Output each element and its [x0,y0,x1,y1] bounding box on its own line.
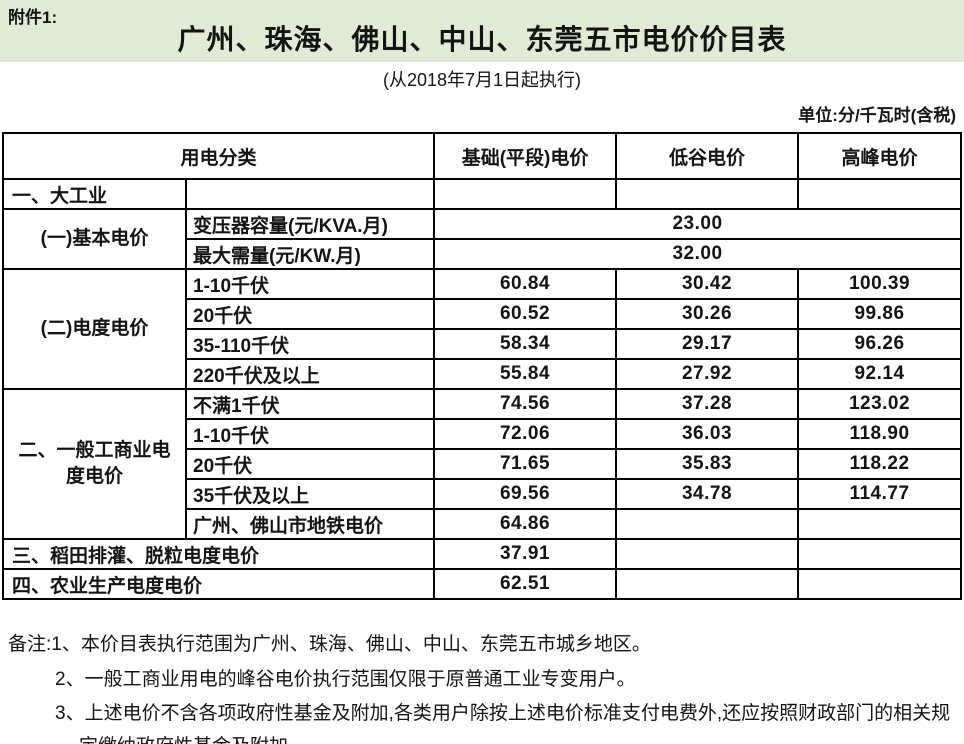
item-voltage-tier: 1-10千伏 [184,418,436,450]
note-line-1: 备注:1、本价目表执行范围为广州、珠海、佛山、中山、东莞五市城乡地区。 [8,634,651,655]
value-max-demand: 32.00 [433,238,963,270]
unit-note: 单位:分/千瓦时(含税) [798,106,956,125]
table-row: 35千伏及以上 69.56 34.78 114.77 [3,478,963,510]
col-header-usage-category: 用电分类 [1,132,436,180]
empty-cell [433,178,618,210]
table-row: 220千伏及以上 55.84 27.92 92.14 [3,358,963,390]
value-valley: 36.03 [615,418,800,450]
empty-cell [797,568,963,600]
table-row: 35-110千伏 58.34 29.17 96.26 [3,328,963,360]
value-base: 55.84 [433,358,618,390]
value-base: 60.84 [433,268,618,300]
value-base: 72.06 [433,418,618,450]
value-valley: 30.26 [615,298,800,330]
category-agricultural-production: 四、农业生产电度电价 [1,568,436,600]
effective-date-subtitle: (从2018年7月1日起执行) [382,70,582,90]
attachment-label: 附件1: [8,8,58,27]
empty-cell [615,568,800,600]
value-valley: 35.83 [615,448,800,480]
category-large-industry: 一、大工业 [2,178,187,210]
value-peak: 92.14 [797,358,963,390]
table-row: 一、大工业 [2,178,963,210]
item-voltage-tier: 20千伏 [184,298,436,330]
table-row: (二)电度电价 1-10千伏 60.84 30.42 100.39 [2,268,963,390]
col-header-base-price: 基础(平段)电价 [433,132,618,180]
value-peak: 96.26 [797,328,963,360]
value-valley: 34.78 [615,478,800,510]
table-row: 四、农业生产电度电价 62.51 [1,568,963,600]
value-base: 64.86 [433,508,618,540]
item-max-demand: 最大需量(元/KW.月) [184,238,436,270]
value-transformer-capacity: 23.00 [433,208,963,240]
item-voltage-tier: 不满1千伏 [184,388,436,420]
value-valley: 29.17 [615,328,800,360]
value-base: 74.56 [433,388,618,420]
item-voltage-tier: 35-110千伏 [184,328,436,360]
page-title: 广州、珠海、佛山、中山、东莞五市电价价目表 [177,24,787,55]
empty-cell [615,538,800,570]
empty-cell [797,508,963,540]
item-voltage-tier: 35千伏及以上 [184,478,436,510]
note-line-3: 3、上述电价不含各项政府性基金及附加,各类用户除按上述电价标准支付电费外,还应按… [55,703,951,744]
value-valley: 30.42 [615,268,800,300]
value-base: 71.65 [433,448,618,480]
value-base: 62.51 [433,568,618,600]
value-base: 69.56 [433,478,618,510]
value-peak: 100.39 [797,268,963,300]
value-base: 58.34 [433,328,618,360]
group-energy-price: (二)电度电价 [2,268,187,390]
value-peak: 123.02 [797,388,963,420]
value-peak: 99.86 [797,298,963,330]
group-general-commercial: 二、一般工商业电度电价 [2,388,187,540]
table-row: 三、稻田排灌、脱粒电度电价 37.91 [1,538,963,570]
item-voltage-tier: 1-10千伏 [184,268,436,300]
col-header-valley-price: 低谷电价 [615,132,800,180]
empty-cell [615,178,800,210]
table-row: 1-10千伏 72.06 36.03 118.90 [3,418,963,450]
header-band: 附件1: 广州、珠海、佛山、中山、东莞五市电价价目表 [0,0,964,62]
item-voltage-tier: 20千伏 [184,448,436,480]
category-paddy-irrigation: 三、稻田排灌、脱粒电度电价 [1,538,436,570]
value-peak: 118.22 [797,448,963,480]
note-line-2: 2、一般工商业用电的峰谷电价执行范围仅限于原普通工业专变用户。 [55,669,636,690]
value-base: 37.91 [433,538,618,570]
empty-cell [797,178,963,210]
table-row: 20千伏 60.52 30.26 99.86 [3,298,963,330]
value-base: 60.52 [433,298,618,330]
item-transformer-capacity: 变压器容量(元/KVA.月) [184,208,436,240]
value-valley: 27.92 [615,358,800,390]
value-valley: 37.28 [615,388,800,420]
table-row: (一)基本电价 变压器容量(元/KVA.月) 23.00 [2,208,963,270]
table-header-row: 用电分类 基础(平段)电价 低谷电价 高峰电价 [1,132,963,180]
empty-cell [615,508,800,540]
value-peak: 118.90 [797,418,963,450]
empty-cell [184,178,436,210]
empty-cell [797,538,963,570]
table-row: 最大需量(元/KW.月) 32.00 [3,238,963,270]
value-peak: 114.77 [797,478,963,510]
col-header-peak-price: 高峰电价 [797,132,963,180]
group-basic-price: (一)基本电价 [2,208,187,270]
price-table: 用电分类 基础(平段)电价 低谷电价 高峰电价 一、大工业 (一)基本电价 变压… [1,132,963,600]
table-row: 20千伏 71.65 35.83 118.22 [3,448,963,480]
item-metro-price: 广州、佛山市地铁电价 [184,508,436,540]
item-voltage-tier: 220千伏及以上 [184,358,436,390]
notes-section: 备注:1、本价目表执行范围为广州、珠海、佛山、中山、东莞五市城乡地区。 2、一般… [0,627,964,744]
table-row: 二、一般工商业电度电价 不满1千伏 74.56 37.28 123.02 [2,388,963,540]
table-row: 广州、佛山市地铁电价 64.86 [3,508,963,540]
